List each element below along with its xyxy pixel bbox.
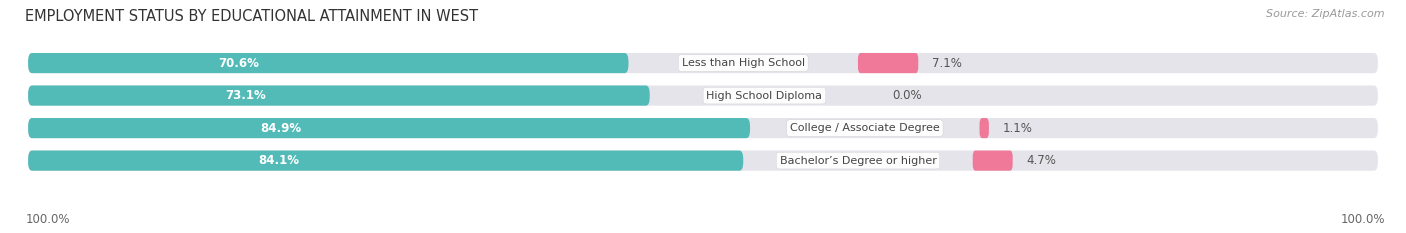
Text: 100.0%: 100.0% (25, 213, 70, 226)
Text: 73.1%: 73.1% (225, 89, 266, 102)
FancyBboxPatch shape (28, 86, 1378, 106)
FancyBboxPatch shape (980, 118, 988, 138)
Text: 0.0%: 0.0% (893, 89, 922, 102)
Text: 84.1%: 84.1% (257, 154, 299, 167)
Text: Less than High School: Less than High School (682, 58, 804, 68)
Text: 7.1%: 7.1% (932, 57, 962, 70)
Text: High School Diploma: High School Diploma (706, 91, 823, 101)
FancyBboxPatch shape (858, 53, 918, 73)
FancyBboxPatch shape (28, 151, 744, 171)
Text: Source: ZipAtlas.com: Source: ZipAtlas.com (1267, 9, 1385, 19)
FancyBboxPatch shape (28, 53, 1378, 73)
FancyBboxPatch shape (28, 86, 650, 106)
FancyBboxPatch shape (28, 151, 1378, 171)
FancyBboxPatch shape (28, 118, 1378, 138)
Text: 70.6%: 70.6% (218, 57, 259, 70)
Text: 1.1%: 1.1% (1002, 122, 1032, 135)
Text: College / Associate Degree: College / Associate Degree (790, 123, 939, 133)
Text: Bachelor’s Degree or higher: Bachelor’s Degree or higher (779, 156, 936, 166)
Text: EMPLOYMENT STATUS BY EDUCATIONAL ATTAINMENT IN WEST: EMPLOYMENT STATUS BY EDUCATIONAL ATTAINM… (25, 9, 478, 24)
Text: 84.9%: 84.9% (260, 122, 301, 135)
Text: 100.0%: 100.0% (1340, 213, 1385, 226)
FancyBboxPatch shape (28, 118, 749, 138)
Text: 4.7%: 4.7% (1026, 154, 1056, 167)
FancyBboxPatch shape (28, 53, 628, 73)
FancyBboxPatch shape (973, 151, 1012, 171)
